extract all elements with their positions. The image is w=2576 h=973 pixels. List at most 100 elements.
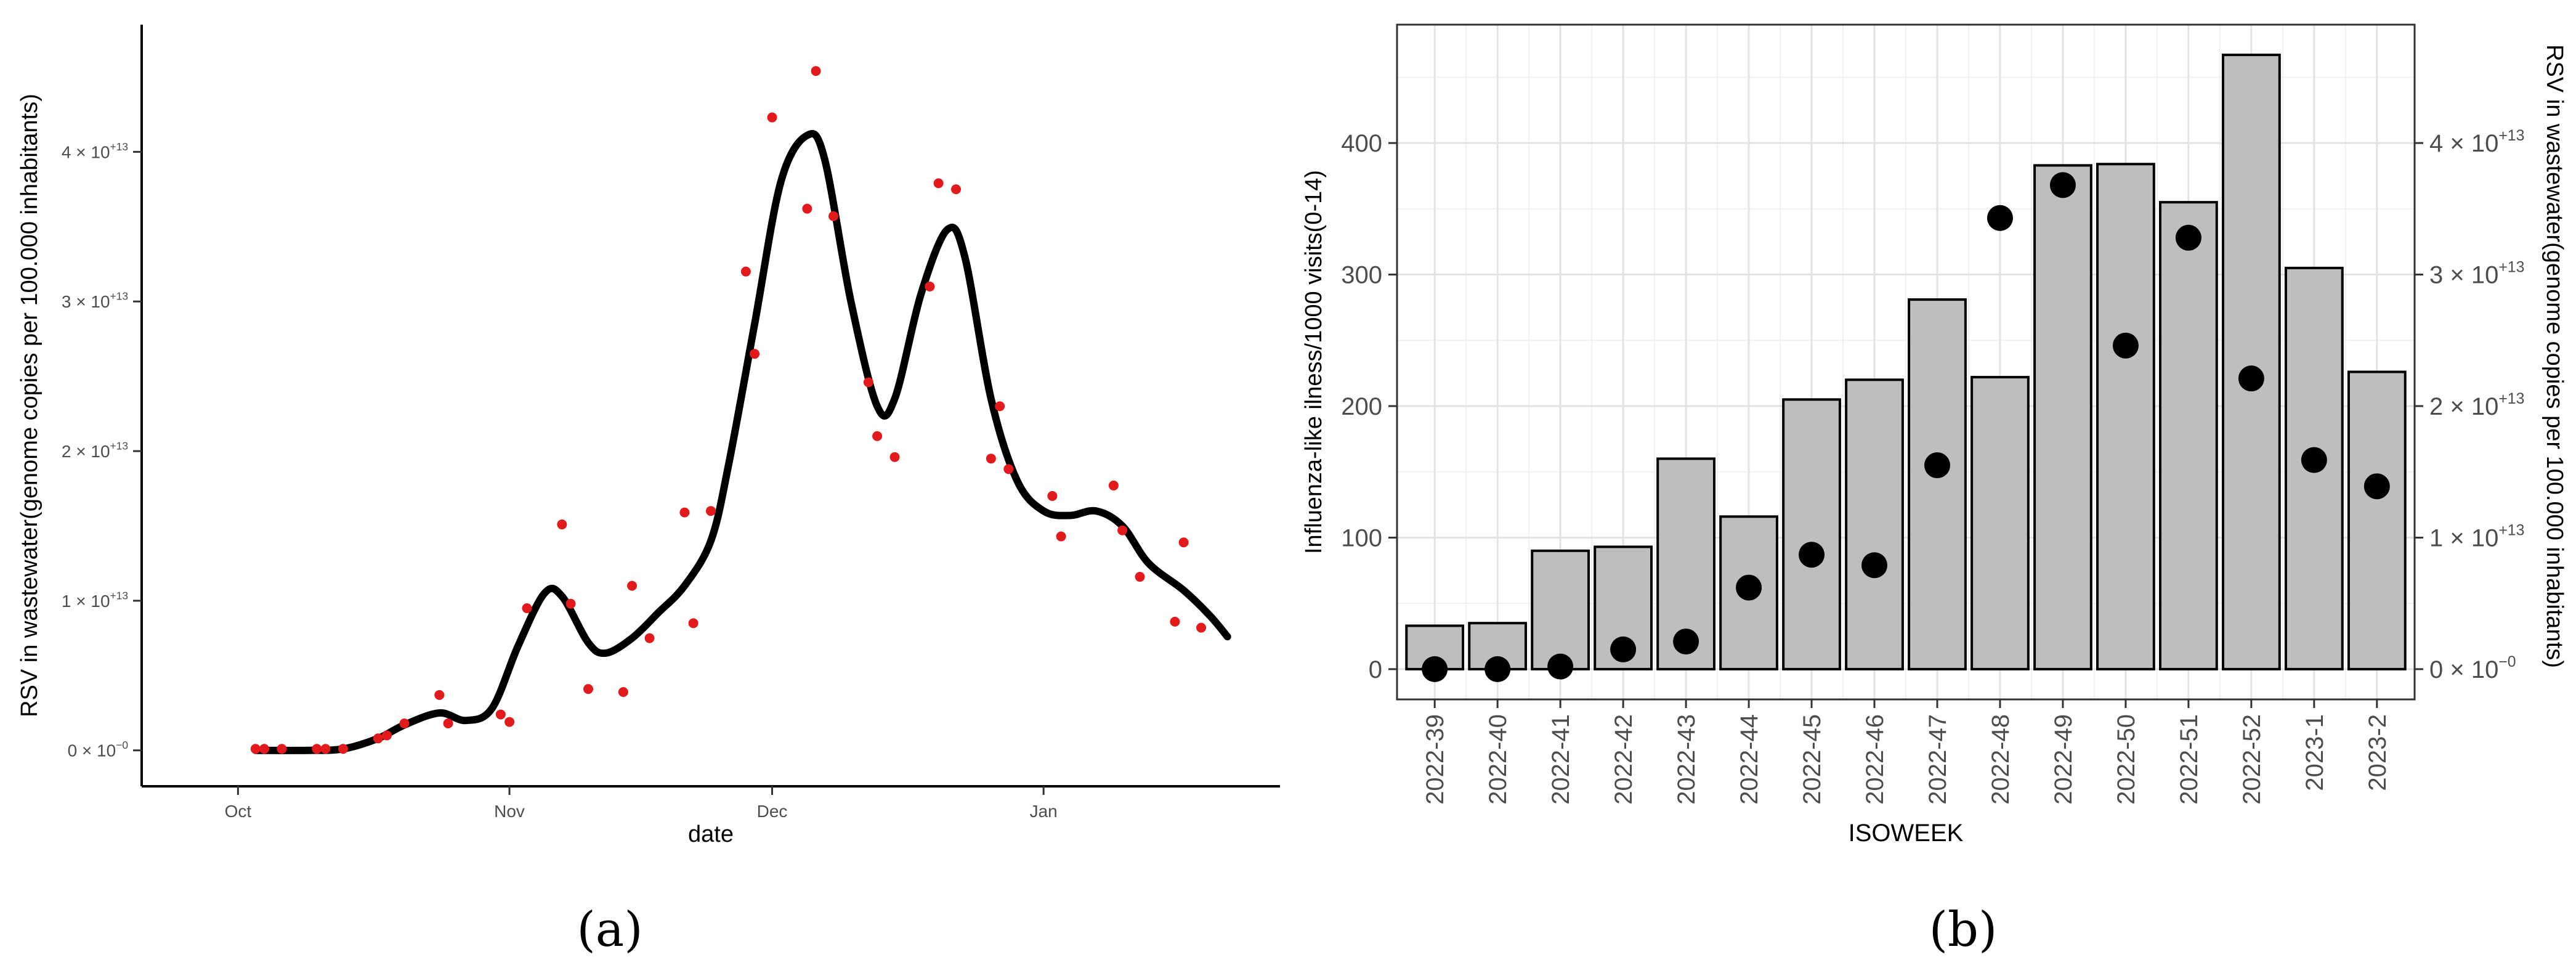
chart-b-bar [1782, 398, 1841, 670]
chart-a-data-point [522, 603, 532, 614]
chart-a-data-point [259, 744, 270, 754]
chart-b-bar [2033, 164, 2092, 670]
chart-b-rsv-point [1924, 452, 1950, 479]
chart-b-x-tick-label: 2022-44 [1736, 714, 1763, 805]
chart-a-data-point [320, 744, 331, 754]
chart-a-data-point [750, 349, 760, 359]
chart-b-x-axis-title: ISOWEEK [1849, 820, 1964, 847]
chart-b-bar [1531, 549, 1590, 670]
chart-a-plot: 0 × 10−0 1 × 10+13 2 × 10+13 3 × 10+13 4 × 1… [17, 25, 1280, 847]
chart-b-bar [2096, 163, 2155, 670]
chart-a-data-point [995, 401, 1005, 412]
chart-b-y2-tick-label: 3 × 10+13 [2429, 259, 2524, 289]
chart-a-data-point [504, 717, 515, 727]
chart-b-bar [1908, 298, 1967, 670]
chart-b-x-tick-label: 2022-49 [2050, 714, 2077, 805]
chart-b-rsv-point [1610, 636, 1637, 662]
chart-b-y2-axis-title: RSV in wastewater(genome copies per 100.… [2542, 44, 2567, 668]
chart-a-data-point [382, 730, 392, 741]
chart-b-x-tick-label: 2022-46 [1861, 714, 1889, 805]
chart-a-data-point [583, 684, 593, 694]
chart-b-rsv-point [1799, 542, 1825, 568]
chart-b-y2-tick-label: 4 × 10+13 [2429, 128, 2524, 157]
chart-a-data-point [706, 506, 716, 516]
chart-b-rsv-point [1673, 629, 1699, 655]
chart-b-y-tick-label: 200 [1341, 393, 1382, 420]
chart-a-data-point [434, 690, 445, 700]
chart-b-x-tick-label: 2022-45 [1799, 714, 1826, 805]
chart-a-y-tick-label: 3 × 10+13 [62, 290, 128, 312]
chart-a-y-axis-title: RSV in wastewater(genome copies per 100.… [17, 94, 43, 717]
chart-b-rsv-point [1861, 552, 1888, 579]
chart-a-data-point [889, 452, 900, 462]
chart-b-rsv-point [2301, 447, 2327, 473]
chart-a-y-tick-label: 4 × 10+13 [62, 140, 128, 162]
chart-a-x-tick-label: Dec [757, 802, 788, 821]
chart-a-data-point [565, 598, 576, 609]
chart-a-data-point [933, 178, 944, 189]
chart-a-data-point [443, 719, 453, 729]
chart-b-x-tick-label: 2022-42 [1610, 714, 1637, 805]
chart-b-rsv-point [1484, 656, 1511, 682]
chart-b-y-tick-label: 400 [1341, 130, 1382, 157]
chart-b-rsv-point [1987, 205, 2013, 231]
chart-a-data-point [1196, 622, 1207, 633]
chart-b-bar [1656, 457, 1715, 670]
chart-b-rsv-point [2363, 473, 2390, 500]
chart-b-x-tick-label: 2023-1 [2301, 714, 2328, 791]
chart-a-data-point [1047, 491, 1058, 501]
chart-b-bar [1845, 378, 1904, 670]
chart-a-data-point [740, 266, 751, 277]
chart-a-data-point [373, 733, 383, 744]
chart-a-y-tick-label: 1 × 10+13 [62, 589, 128, 611]
chart-b-y-tick-label: 0 [1369, 656, 1382, 683]
chart-b-plot: 0 100 200 300 400 0 × 10−0 1 × 10+13 2 × 10+13 3… [1301, 23, 2567, 847]
chart-b-bar [2159, 201, 2218, 670]
chart-a-data-point [1056, 531, 1066, 542]
chart-a-data-point [618, 687, 628, 698]
chart-b-y-axis-title: Influenza-like ilness/1000 visits(0-14) [1301, 170, 1327, 554]
caption-a: (a) [577, 902, 642, 958]
chart-a-data-point [986, 454, 996, 464]
chart-b-rsv-point [2175, 224, 2201, 251]
chart-a-data-point [644, 633, 655, 643]
chart-b-x-tick-label: 2022-50 [2113, 714, 2140, 805]
chart-b-y-tick-label: 100 [1341, 524, 1382, 552]
chart-b-y2-tick-label: 1 × 10+13 [2429, 522, 2524, 552]
chart-a-x-tick-label: Nov [494, 802, 525, 821]
chart-b-bar [2221, 54, 2281, 670]
chart-a-data-point [1170, 616, 1180, 627]
chart-a-data-point [872, 431, 883, 441]
chart-b-y2-tick-label: 0 × 10−0 [2429, 654, 2516, 683]
chart-b-plot-border [1396, 23, 2416, 701]
chart-a-data-point [1117, 525, 1128, 535]
chart-b-x-tick-label: 2022-52 [2238, 714, 2266, 805]
chart-a-data-point [1003, 464, 1014, 474]
chart-b-bar [1970, 376, 2030, 670]
chart-b-x-tick-label: 2022-40 [1484, 714, 1512, 805]
chart-a-data-point [1108, 480, 1119, 491]
chart-a-data-point [828, 211, 839, 221]
chart-b-x-tick-label: 2023-2 [2364, 714, 2391, 791]
chart-a-data-point [802, 203, 812, 214]
chart-a-data-point [679, 507, 690, 518]
chart-a-data-point [1178, 537, 1189, 548]
caption-b: (b) [1929, 902, 1998, 958]
chart-b-rsv-point [2238, 365, 2264, 392]
chart-b-bar [2347, 370, 2407, 670]
chart-a-data-point [951, 184, 962, 195]
chart-a-data-point [811, 66, 821, 76]
chart-a-data-point [495, 709, 506, 720]
chart-b-rsv-point [2049, 172, 2076, 198]
chart-b-y2-tick-label: 2 × 10+13 [2429, 391, 2524, 420]
chart-a-data-point [627, 580, 638, 591]
chart-a-y-tick-label: 2 × 10+13 [62, 439, 128, 461]
chart-a-data-point [277, 744, 287, 754]
chart-b-x-tick-label: 2022-47 [1924, 714, 1951, 805]
chart-a-data-point [557, 519, 567, 530]
chart-b-rsv-point [1422, 656, 1448, 682]
